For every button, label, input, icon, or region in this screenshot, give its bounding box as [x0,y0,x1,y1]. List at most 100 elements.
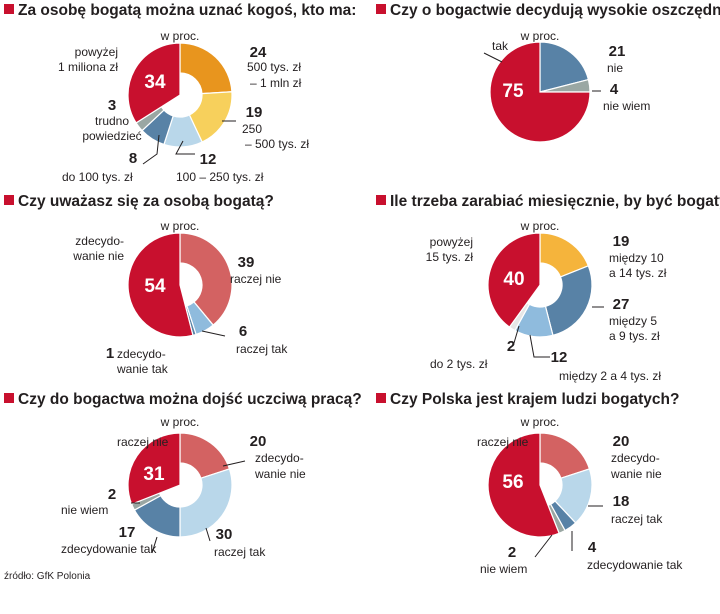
value-label: 39 [238,254,255,271]
pie-chart-1: Za osobę bogatą można uznać kogoś, kto m… [4,2,356,184]
category-label: do 2 tys. zł [430,357,488,371]
chart-title: Ile trzeba zarabiać miesięcznie, by być … [390,193,720,210]
pie-chart-6: Czy Polska jest krajem ludzi bogatych? w … [376,391,683,576]
leader-line [529,334,550,358]
category-label: raczej nie [117,435,169,449]
pie-chart-3: Czy uważasz się za osobą bogatą? w proc. 5… [4,193,288,376]
main-value-label: 56 [502,472,523,493]
category-label: zdecydo- [255,451,304,465]
pie-slice-6 [127,42,181,124]
pie-slice-1 [539,41,590,93]
title-marker [376,4,386,14]
category-label: zdecydowanie tak [587,558,683,572]
category-label: tak [492,39,509,53]
category-label: raczej nie [230,272,282,286]
category-label: nie wiem [603,99,650,113]
value-label: 20 [613,433,630,450]
main-value-label: 40 [503,269,524,290]
chart-title: Czy uważasz się za osobą bogatą? [18,193,274,210]
value-label: 4 [588,539,597,556]
leader-line [534,534,553,558]
category-label: a 14 tys. zł [609,266,667,280]
category-label: nie wiem [61,503,108,517]
category-label: 250 [242,122,262,136]
category-label: wanie nie [610,467,662,481]
leader-line [151,536,158,554]
value-label: 18 [613,493,630,510]
unit-label: w proc. [160,219,200,233]
value-label: 1 [106,345,114,362]
pie-slice-5 [487,432,560,538]
category-label: raczej tak [611,512,663,526]
main-value-label: 31 [143,464,165,485]
pie-chart-4: Ile trzeba zarabiać miesięcznie, by być … [376,193,720,383]
chart-title: Czy do bogactwa można dojść uczciwą prac… [18,391,362,408]
chart-title: Za osobę bogatą można uznać kogoś, kto m… [18,2,356,19]
value-label: 3 [108,97,116,114]
value-label: 19 [246,104,263,121]
pie-slice-2 [179,468,233,538]
unit-label: w proc. [520,219,560,233]
category-label: wanie tak [116,362,169,376]
category-label: między 2 a 4 tys. zł [559,369,661,383]
title-marker [4,195,14,205]
value-label: 2 [108,486,116,503]
category-label: zdecydo- [611,451,660,465]
pie-slice-2 [544,265,593,337]
category-label: raczej nie [477,435,529,449]
chart-title: Czy Polska jest krajem ludzi bogatych? [390,391,679,408]
category-label: 1 miliona zł [58,60,118,74]
category-label: raczej tak [236,342,288,356]
value-label: 2 [507,338,515,355]
category-label: powyżej [75,45,118,59]
category-label: – 500 tys. zł [245,137,309,151]
category-label: do 100 tys. zł [62,170,133,184]
leader-line [483,52,503,63]
pie-chart-5: Czy do bogactwa można dojść uczciwą prac… [4,391,362,559]
leader-line [201,330,226,337]
pie-slice-3 [489,41,591,143]
category-label: 15 tys. zł [426,250,474,264]
leader-line [205,527,211,542]
value-label: 17 [119,524,136,541]
value-label: 21 [609,43,626,60]
category-label: między 10 [609,251,664,265]
pie-slice-5 [487,232,541,328]
main-value-label: 75 [502,81,524,102]
source-note: źródło: GfK Polonia [4,571,91,582]
category-label: 500 tys. zł [247,60,301,74]
category-label: – 1 mln zł [250,76,302,90]
pie-slice-5 [127,432,181,505]
category-label: zdecydo- [117,347,166,361]
pie-chart-2: Czy o bogactwie decydują wysokie oszczęd… [376,2,720,143]
value-label: 8 [129,150,137,167]
leader-line [513,325,520,344]
leader-line [142,134,160,165]
unit-label: w proc. [160,415,200,429]
value-label: 20 [250,433,267,450]
value-label: 19 [613,233,630,250]
category-label: zdecydo- [75,234,124,248]
main-value-label: 54 [144,276,166,297]
category-label: trudno [95,114,129,128]
category-label: wanie nie [72,249,124,263]
category-label: wanie nie [254,467,306,481]
category-label: zdecydowanie tak [61,542,157,556]
unit-label: w proc. [520,29,560,43]
value-label: 6 [239,323,247,340]
value-label: 2 [508,544,516,561]
main-value-label: 34 [144,72,166,93]
pie-slice-1 [179,42,233,95]
pie-slice-1 [179,232,233,326]
unit-label: w proc. [160,29,200,43]
category-label: między 5 [609,314,657,328]
category-label: raczej tak [214,545,266,559]
category-label: 100 – 250 tys. zł [176,170,264,184]
value-label: 30 [216,526,233,543]
leader-line [175,140,195,155]
title-marker [4,393,14,403]
category-label: powyżej [430,235,473,249]
pie-slice-4 [127,232,194,338]
title-marker [4,4,14,14]
category-label: powiedzieć [82,129,141,143]
